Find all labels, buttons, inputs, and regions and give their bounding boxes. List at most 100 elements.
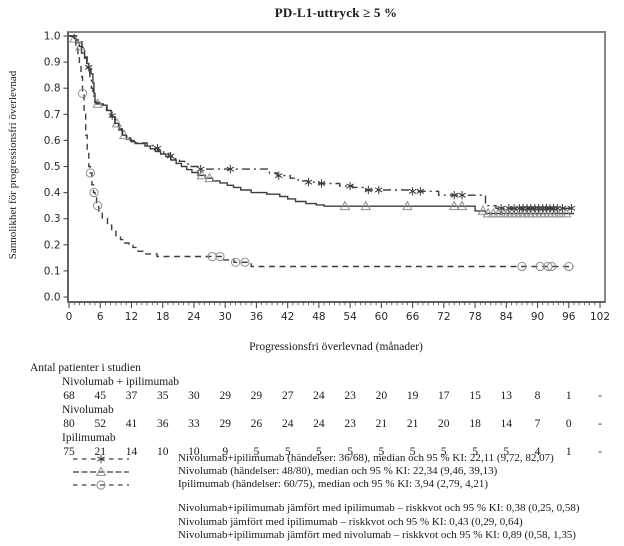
risk-count: 23 [344, 418, 356, 430]
risk-count: 24 [313, 418, 325, 430]
x-tick-label: 6 [97, 311, 104, 323]
censor-mark-asterisk [153, 144, 162, 153]
censor-mark-asterisk [346, 181, 354, 191]
risk-count: 21 [406, 418, 419, 430]
risk-count: 0 [565, 418, 572, 430]
censor-mark-asterisk [549, 204, 558, 213]
censor-mark-circle [89, 188, 99, 198]
risk-count: 15 [469, 390, 481, 402]
risk-count: 20 [375, 390, 388, 402]
risk-count: 20 [438, 418, 450, 430]
censor-mark-triangle [555, 207, 567, 218]
x-tick-label: 66 [406, 311, 420, 323]
x-tick-label: 18 [156, 311, 169, 323]
censor-mark-triangle [456, 200, 468, 211]
y-tick-label: 0.1 [44, 265, 61, 277]
risk-count: 18 [469, 418, 481, 430]
risk-count: 24 [281, 418, 294, 430]
censor-mark-triangle [68, 32, 80, 43]
censor-mark-asterisk [274, 171, 283, 180]
x-tick-label: 78 [468, 311, 481, 323]
legend-key-circle [72, 478, 130, 496]
censor-mark-asterisk [515, 204, 524, 213]
censor-mark-asterisk [84, 63, 93, 72]
risk-count: 45 [94, 390, 106, 402]
chart-title: PD-L1-uttryck ≥ 5 % [274, 5, 398, 20]
censor-mark-triangle [477, 205, 489, 215]
km-plot: 0 6 12 18 24 30 36 42 48 54 60 66 72 78 84 90 96 102 0.0 0.… [44, 31, 610, 324]
series-line-ipi [69, 35, 574, 268]
risk-count: 19 [406, 390, 419, 402]
plot-frame [67, 31, 606, 303]
x-tick-label: 90 [531, 311, 544, 323]
y-axis-label: Sannolikhet för progressionsfri överlevn… [7, 70, 19, 260]
risk-count: 80 [63, 418, 75, 430]
legend-label: Nivolumab (händelser: 48/80), median och… [178, 465, 498, 477]
risk-count: 29 [219, 390, 231, 402]
censor-mark-asterisk [304, 177, 313, 187]
x-tick-label: 12 [125, 311, 138, 323]
censor-mark-asterisk [531, 204, 539, 213]
x-axis-label: Progressionsfri överlevnad (månader) [249, 341, 423, 353]
y-tick-label: 0.8 [44, 83, 61, 95]
risk-count: 5 [472, 446, 478, 458]
legend-label: Ipilimumab (händelser: 60/75), median oc… [178, 478, 489, 490]
censor-mark-circle [215, 251, 225, 262]
censor-mark-circle [564, 261, 574, 272]
footnote: Nivolumab jämfört med ipilimumab – riskk… [178, 515, 523, 528]
legend-key-triangle [72, 465, 130, 483]
censor-mark-circle [517, 261, 527, 272]
legend-label: Nivolumab+ipilimumab (händelser: 36/68),… [178, 452, 554, 464]
censor-mark-asterisk [108, 111, 117, 120]
risk-count: 52 [94, 418, 106, 430]
censor-mark-circle [543, 261, 553, 272]
risk-row-label: Ipilimumab [62, 432, 116, 444]
y-tick-label: 0.6 [44, 135, 61, 147]
risk-count: 37 [125, 390, 138, 402]
censor-mark-circle [77, 88, 88, 99]
x-tick-label: 72 [437, 311, 450, 323]
censor-mark-triangle [402, 200, 413, 211]
risk-count: 14 [500, 418, 513, 430]
risk-count: 5 [316, 446, 322, 458]
risk-count: 5 [378, 446, 385, 458]
censor-mark-asterisk [196, 164, 205, 174]
x-tick-label: 0 [66, 311, 73, 323]
censor-mark-circle [240, 257, 250, 267]
censor-mark-circle [96, 480, 106, 490]
x-tick-label: 54 [343, 311, 357, 323]
y-tick-label: 0.0 [44, 292, 61, 304]
footnote: Nivolumab+ipilimumab jämfört med ipilimu… [178, 502, 580, 514]
censor-mark-triangle [493, 207, 504, 218]
risk-count: 5 [440, 446, 447, 458]
censor-mark-circle [230, 257, 241, 267]
censor-mark-asterisk [538, 204, 547, 213]
y-tick-label: 0.7 [44, 109, 61, 121]
risk-count: - [598, 446, 602, 458]
risk-count: 1 [565, 390, 572, 402]
x-tick-label: 102 [590, 311, 610, 323]
risk-table-heading: Antal patienter i studien [30, 362, 141, 374]
censor-mark-asterisk [416, 187, 425, 196]
censor-mark-asterisk [497, 204, 505, 213]
censor-mark-asterisk [458, 191, 466, 200]
censor-mark-triangle [339, 200, 351, 211]
y-tick-label: 0.3 [44, 213, 61, 225]
censor-mark-asterisk [542, 204, 551, 213]
censor-mark-triangle [196, 169, 207, 180]
x-tick-label: 84 [500, 311, 514, 323]
risk-count: 27 [281, 390, 294, 402]
risk-count: 1 [565, 446, 572, 458]
censor-mark-asterisk [567, 204, 576, 213]
y-tick-label: 0.5 [44, 161, 61, 173]
x-tick-label: 48 [312, 311, 325, 323]
censor-mark-asterisk [166, 151, 175, 161]
censor-mark-asterisk [523, 204, 531, 213]
censor-mark-triangle [204, 172, 215, 183]
censor-mark-asterisk [97, 454, 105, 464]
risk-count: 5 [253, 446, 260, 458]
risk-count: 17 [438, 390, 450, 402]
risk-count: 29 [250, 390, 263, 402]
x-tick-label: 96 [562, 311, 576, 323]
